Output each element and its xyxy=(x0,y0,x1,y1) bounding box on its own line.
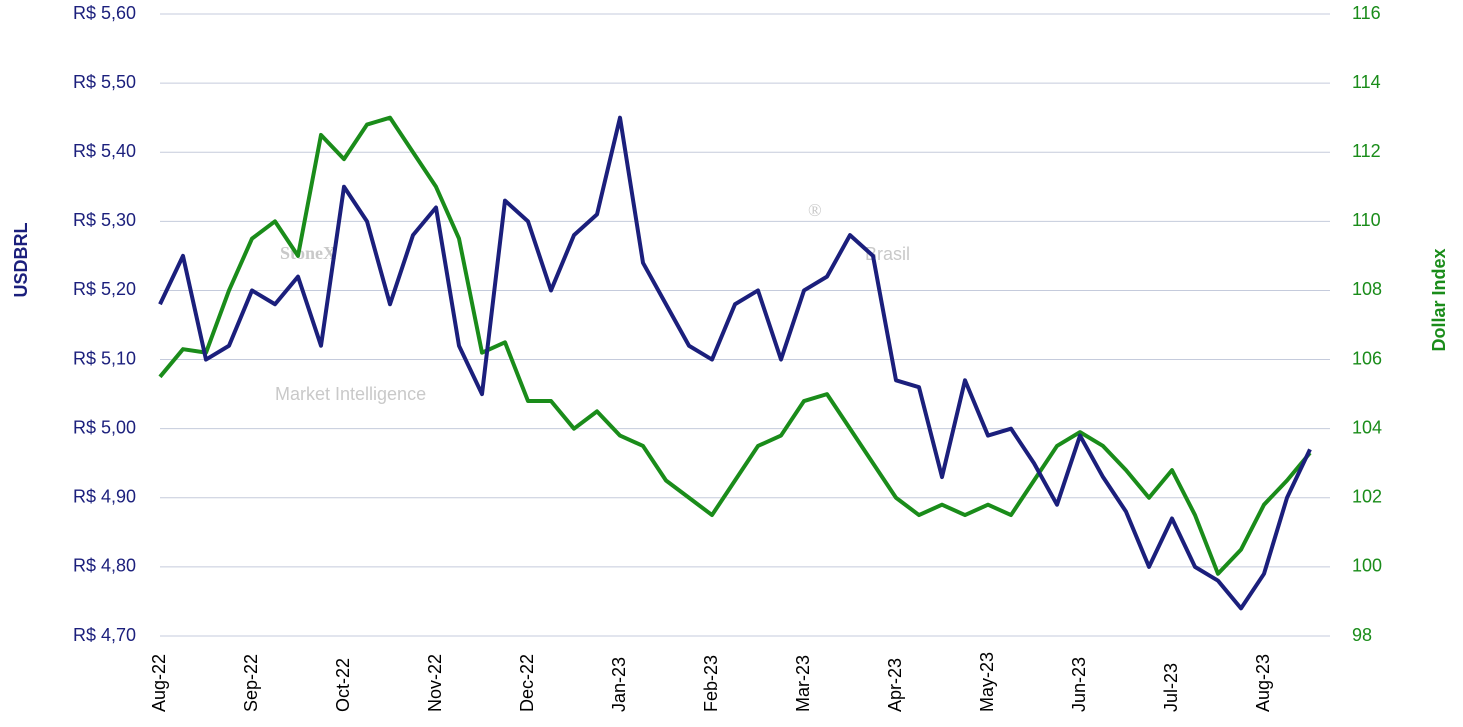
y2-tick-label: 100 xyxy=(1352,556,1382,576)
y-tick-label: R$ 4,90 xyxy=(73,487,136,507)
y-tick-label: R$ 5,60 xyxy=(73,3,136,23)
x-tick-label: Mar-23 xyxy=(793,655,813,712)
x-tick-label: Aug-23 xyxy=(1253,654,1273,712)
x-tick-label: Nov-22 xyxy=(425,654,445,712)
y-tick-label: R$ 4,80 xyxy=(73,556,136,576)
x-tick-label: Jul-23 xyxy=(1161,663,1181,712)
series-line xyxy=(158,115,1312,576)
x-tick-label: Dec-22 xyxy=(517,654,537,712)
watermark-mark: ® xyxy=(808,200,822,220)
watermark-tagline: Market Intelligence xyxy=(275,384,426,404)
y2-tick-label: 112 xyxy=(1352,141,1381,161)
watermark: StoneX ® Brasil Market Intelligence xyxy=(275,200,910,404)
x-tick-label: Jun-23 xyxy=(1069,657,1089,712)
y2-tick-label: 104 xyxy=(1352,417,1382,437)
y-tick-label: R$ 5,10 xyxy=(73,348,136,368)
y2-tick-label: 98 xyxy=(1352,625,1372,645)
x-tick-label: Apr-23 xyxy=(885,658,905,712)
x-tick-label: Feb-23 xyxy=(701,655,721,712)
x-tick-label: May-23 xyxy=(977,652,997,712)
y-tick-label: R$ 5,30 xyxy=(73,210,136,230)
y-tick-label: R$ 5,00 xyxy=(73,417,136,437)
y-tick-label: R$ 5,20 xyxy=(73,279,136,299)
watermark-region: Brasil xyxy=(865,244,910,264)
y-tick-label: R$ 4,70 xyxy=(73,625,136,645)
y-tick-label: R$ 5,50 xyxy=(73,72,136,92)
y2-axis-title: Dollar Index xyxy=(1429,248,1449,351)
y2-tick-label: 102 xyxy=(1352,487,1382,507)
y2-tick-label: 116 xyxy=(1352,3,1381,23)
x-tick-label: Aug-22 xyxy=(149,654,169,712)
watermark-brand: StoneX xyxy=(280,243,336,263)
y2-tick-label: 106 xyxy=(1352,348,1382,368)
x-tick-label: Jan-23 xyxy=(609,657,629,712)
x-tick-label: Sep-22 xyxy=(241,654,261,712)
y2-tick-label: 108 xyxy=(1352,279,1382,299)
y-axis-title: USDBRL xyxy=(11,222,31,297)
series-line xyxy=(158,115,1312,611)
x-tick-label: Oct-22 xyxy=(333,658,353,712)
y2-tick-label: 110 xyxy=(1352,210,1381,230)
y2-tick-label: 114 xyxy=(1352,72,1381,92)
y-tick-label: R$ 5,40 xyxy=(73,141,136,161)
